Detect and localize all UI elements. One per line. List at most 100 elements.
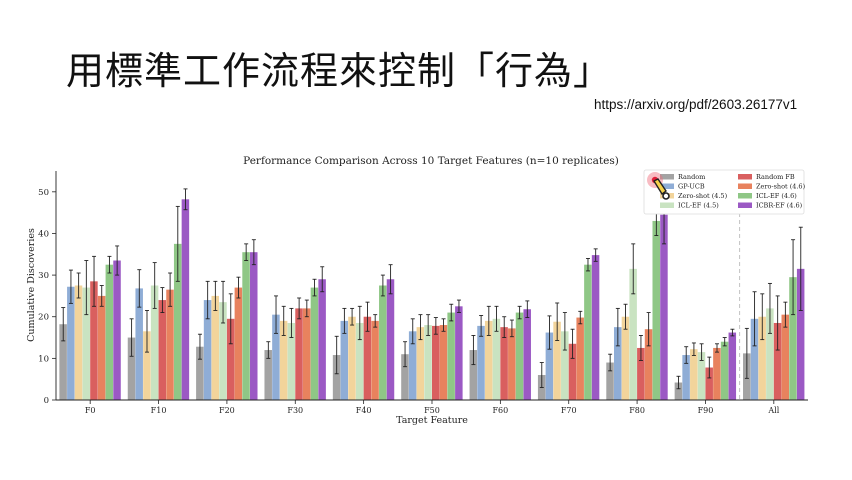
bar bbox=[584, 264, 592, 400]
bar bbox=[553, 321, 561, 400]
bar bbox=[439, 325, 448, 400]
x-tick-label: F20 bbox=[219, 406, 235, 415]
legend-label: Zero-shot (4.6) bbox=[756, 183, 806, 191]
bar bbox=[484, 320, 493, 400]
bar bbox=[363, 316, 372, 400]
bar-group bbox=[59, 199, 805, 400]
x-tick-label: F50 bbox=[424, 406, 440, 415]
x-tick-label: F30 bbox=[287, 406, 303, 415]
y-tick-label: 10 bbox=[38, 354, 49, 364]
x-tick-label: F0 bbox=[85, 406, 96, 415]
bar bbox=[302, 308, 311, 400]
bar bbox=[500, 327, 508, 400]
bar bbox=[637, 347, 645, 400]
bar bbox=[796, 268, 805, 400]
bar bbox=[234, 287, 243, 400]
bar bbox=[67, 286, 75, 400]
bar bbox=[758, 316, 766, 400]
bar bbox=[59, 324, 67, 400]
bar bbox=[105, 264, 114, 400]
bar bbox=[219, 302, 227, 400]
legend-swatch bbox=[660, 174, 674, 180]
bar bbox=[523, 309, 531, 400]
y-tick-label: 40 bbox=[38, 229, 49, 239]
chart-title: Performance Comparison Across 10 Target … bbox=[243, 155, 619, 167]
bar bbox=[264, 350, 272, 400]
bar bbox=[568, 343, 577, 400]
bar bbox=[340, 320, 349, 400]
bar bbox=[674, 382, 683, 400]
legend-label: Random FB bbox=[756, 173, 795, 181]
bar bbox=[621, 316, 630, 400]
bar bbox=[250, 252, 258, 400]
bar bbox=[697, 352, 706, 400]
x-axis-label: Target Feature bbox=[396, 415, 468, 426]
bar bbox=[492, 318, 501, 400]
legend-label: ICL-EF (4.5) bbox=[678, 202, 719, 210]
bar bbox=[310, 287, 319, 400]
bar bbox=[386, 279, 395, 400]
bar bbox=[113, 260, 121, 400]
bar bbox=[750, 318, 759, 400]
bar bbox=[279, 320, 288, 400]
x-tick-label: F70 bbox=[561, 406, 577, 415]
bar bbox=[287, 322, 296, 400]
bar bbox=[203, 300, 212, 400]
bar bbox=[576, 317, 584, 400]
bar bbox=[332, 355, 341, 400]
bar bbox=[97, 295, 106, 400]
bar bbox=[173, 243, 182, 400]
bar bbox=[477, 325, 485, 400]
legend-label: Random bbox=[678, 173, 705, 181]
bar bbox=[211, 295, 220, 400]
bar bbox=[424, 325, 432, 400]
legend-box bbox=[643, 169, 805, 215]
legend-label: Zero-shot (4.5) bbox=[678, 192, 728, 200]
legend-swatch bbox=[738, 202, 752, 208]
x-tick-label: F90 bbox=[698, 406, 714, 415]
bar bbox=[728, 332, 737, 400]
bar bbox=[690, 349, 698, 400]
bar bbox=[508, 328, 516, 400]
legend-swatch bbox=[738, 183, 752, 189]
bar bbox=[652, 220, 660, 400]
x-tick-label: F80 bbox=[629, 406, 645, 415]
legend-swatch bbox=[738, 174, 752, 180]
bar bbox=[773, 322, 782, 400]
bar bbox=[447, 312, 455, 400]
slide-title: 用標準工作流程來控制「行為」 bbox=[66, 49, 613, 93]
y-axis-label: Cumulative Discoveries bbox=[26, 228, 37, 342]
legend-swatch bbox=[738, 193, 752, 199]
bar bbox=[226, 318, 235, 400]
bar bbox=[644, 329, 653, 400]
bar bbox=[143, 331, 151, 400]
bar bbox=[127, 337, 136, 400]
bar bbox=[166, 289, 174, 400]
bar bbox=[705, 367, 713, 400]
bar bbox=[318, 279, 326, 400]
bar bbox=[720, 341, 729, 400]
bar bbox=[660, 214, 668, 400]
bar bbox=[135, 288, 143, 400]
bar bbox=[401, 354, 409, 400]
bar bbox=[242, 252, 250, 400]
bar bbox=[781, 314, 790, 400]
bar bbox=[150, 285, 159, 400]
bar bbox=[371, 320, 379, 400]
x-tick-label: F10 bbox=[151, 406, 167, 415]
bar bbox=[408, 331, 417, 400]
bar bbox=[295, 308, 303, 400]
bar bbox=[196, 346, 204, 400]
y-tick-label: 0 bbox=[44, 396, 49, 406]
bar bbox=[545, 332, 554, 400]
source-url[interactable]: https://arxiv.org/pdf/2603.26177v1 bbox=[594, 97, 798, 112]
legend-swatch bbox=[660, 202, 674, 208]
legend-label: ICBR-EF (4.6) bbox=[756, 202, 803, 210]
bar bbox=[158, 300, 167, 400]
bar bbox=[515, 312, 524, 400]
pen-pointer-icon bbox=[647, 172, 670, 200]
bar bbox=[591, 255, 600, 400]
bar bbox=[613, 327, 622, 400]
